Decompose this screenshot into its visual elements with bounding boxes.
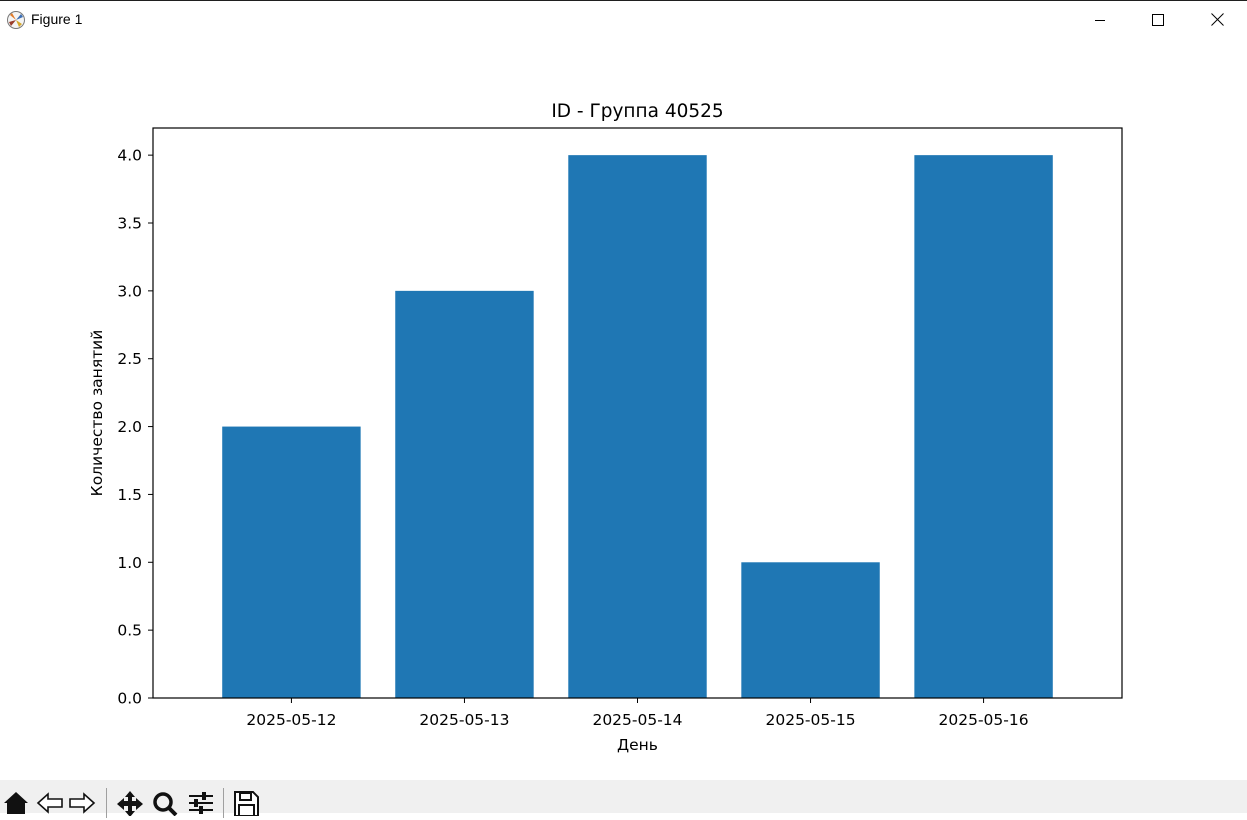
y-tick-label: 0.0 [117, 690, 142, 708]
y-tick-label: 3.0 [117, 282, 142, 300]
bar-chart: 0.0 0.5 1.0 1.5 2.0 2.5 3.0 3.5 4.0 2025-05-12 202… [88, 101, 1123, 754]
minimize-icon [1094, 11, 1106, 30]
maximize-button[interactable] [1135, 1, 1181, 39]
forward-icon [68, 790, 96, 818]
y-tick-label: 0.5 [117, 622, 142, 640]
back-button[interactable] [35, 790, 65, 816]
toolbar-separator [106, 788, 107, 818]
close-button[interactable] [1194, 1, 1240, 39]
home-button[interactable] [1, 790, 31, 816]
pan-button[interactable] [115, 790, 145, 817]
bar [222, 426, 361, 698]
save-icon [232, 790, 260, 820]
toolbar-separator [223, 788, 224, 818]
x-tick-label: 2025-05-12 [246, 711, 336, 729]
minimize-button[interactable] [1077, 1, 1123, 39]
save-button[interactable] [231, 790, 261, 817]
window-title: Figure 1 [31, 11, 83, 27]
matplotlib-icon [6, 10, 26, 30]
x-axis-label: День [617, 736, 658, 754]
bar [741, 562, 880, 698]
maximize-icon [1152, 11, 1164, 30]
y-tick-label: 1.0 [117, 554, 142, 572]
window-titlebar: Figure 1 [0, 0, 1247, 38]
x-tick-label: 2025-05-13 [419, 711, 509, 729]
y-tick-label: 2.0 [117, 418, 142, 436]
close-icon [1210, 11, 1224, 30]
bar [395, 290, 534, 698]
x-tick-label: 2025-05-15 [765, 711, 855, 729]
navigation-toolbar [0, 780, 1247, 818]
zoom-button[interactable] [150, 790, 180, 817]
y-tick-label: 1.5 [117, 486, 142, 504]
y-tick-label: 2.5 [117, 350, 142, 368]
y-tick-label: 3.5 [117, 215, 142, 233]
y-tick-label: 4.0 [117, 147, 142, 165]
chart-title: ID - Группа 40525 [551, 101, 723, 122]
bar [914, 155, 1053, 699]
configure-subplots-icon [187, 790, 215, 820]
y-axis-label: Количество занятий [88, 330, 106, 497]
forward-button[interactable] [67, 790, 97, 816]
zoom-icon [151, 790, 179, 820]
pan-icon [116, 790, 144, 820]
x-tick-label: 2025-05-16 [939, 711, 1029, 729]
home-icon [3, 790, 29, 818]
configure-subplots-button[interactable] [186, 790, 216, 816]
bar [568, 155, 707, 699]
x-tick-label: 2025-05-14 [592, 711, 682, 729]
back-icon [36, 790, 64, 818]
figure-canvas[interactable]: 0.0 0.5 1.0 1.5 2.0 2.5 3.0 3.5 4.0 2025-05-12 202… [0, 38, 1247, 780]
